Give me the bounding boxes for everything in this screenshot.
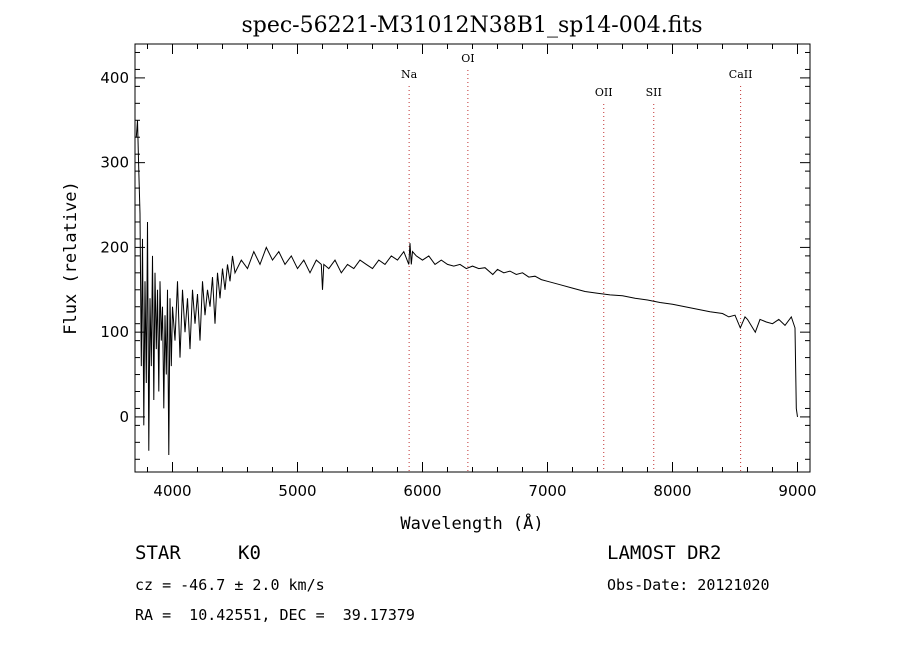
- plot-frame: [134, 43, 811, 473]
- x-tick-label: 7000: [528, 482, 566, 500]
- y-tick-label: 300: [100, 154, 129, 172]
- x-tick-label: 5000: [278, 482, 316, 500]
- x-tick-label: 4000: [153, 482, 191, 500]
- coordinates: RA = 10.42551, DEC = 39.17379: [135, 606, 415, 624]
- x-tick-label: 9000: [778, 482, 816, 500]
- spectrum-line: [135, 120, 798, 456]
- x-tick-label: 6000: [403, 482, 441, 500]
- x-axis-label: Wavelength (Å): [400, 512, 543, 534]
- survey-name: LAMOST DR2: [607, 542, 722, 564]
- object-class: STAR: [135, 542, 181, 564]
- y-tick-label: 100: [100, 323, 129, 341]
- chart-title: spec-56221-M31012N38B1_sp14-004.fits: [241, 13, 702, 38]
- y-tick-label: 0: [119, 408, 129, 426]
- marker-label-oi: OI: [461, 52, 474, 65]
- obs-date: Obs-Date: 20121020: [607, 576, 770, 594]
- marker-label-oii: OII: [595, 86, 613, 99]
- object-subclass: K0: [238, 542, 261, 564]
- marker-label-na: Na: [401, 68, 418, 81]
- redshift-text: cz = -46.7 ± 2.0 km/s: [135, 576, 325, 594]
- axis-ticks: 4000 5000 6000 7000 8000 9000 0 100 200 300 400: [100, 44, 817, 500]
- y-tick-label: 200: [100, 238, 129, 256]
- x-tick-label: 8000: [653, 482, 691, 500]
- marker-label-caii: CaII: [729, 68, 753, 81]
- y-axis-label: Flux (relative): [61, 181, 81, 335]
- marker-label-sii: SII: [646, 86, 662, 99]
- y-tick-label: 400: [100, 69, 129, 87]
- emission-line-markers: Na OI OII SII CaII: [401, 52, 752, 472]
